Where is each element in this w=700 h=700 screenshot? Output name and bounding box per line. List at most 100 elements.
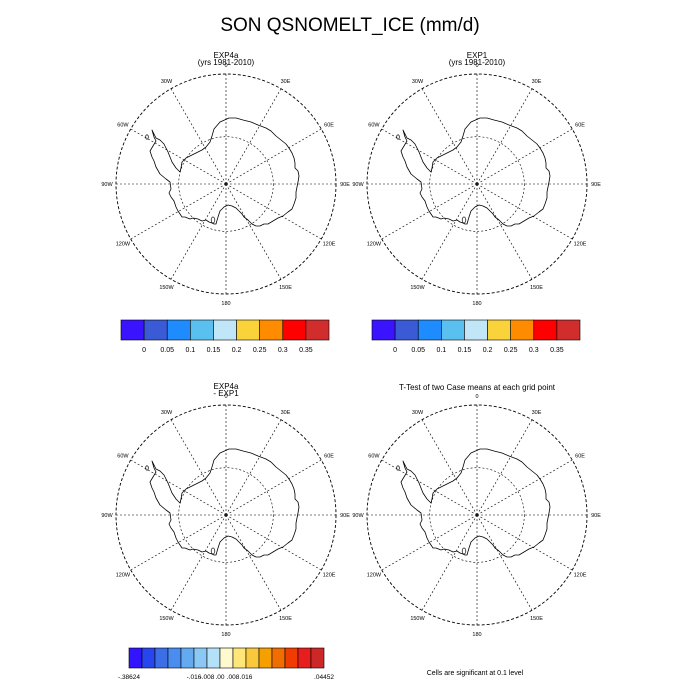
longitude-label: 30W	[412, 410, 424, 416]
colorbar-swatch	[219, 647, 234, 669]
longitude-label: 180	[472, 632, 481, 638]
colorbar-tick-label: 0.15	[458, 347, 472, 354]
longitude-label: 180	[221, 301, 230, 307]
colorbar-swatch	[259, 319, 284, 341]
meridian-line	[225, 88, 282, 185]
colorbar-swatch	[190, 319, 214, 341]
longitude-label: 60E	[324, 454, 334, 460]
colorbar-swatch	[143, 319, 168, 341]
longitude-label: 30E	[532, 79, 542, 85]
island-outline	[461, 216, 467, 224]
colorbar-tick-label: -.008	[200, 674, 215, 681]
longitude-label: 150W	[410, 285, 425, 291]
meridian-line	[421, 88, 478, 185]
island-outline	[145, 134, 149, 140]
longitude-label: 120E	[574, 242, 587, 248]
longitude-label: 120W	[367, 573, 382, 579]
island-outline	[145, 465, 149, 471]
longitude-label: 150W	[410, 616, 425, 622]
meridian-line	[476, 88, 533, 185]
colorbar-swatch	[394, 319, 419, 341]
longitude-label: 120W	[116, 242, 131, 248]
longitude-label: 180	[221, 632, 230, 638]
longitude-label: 150W	[159, 285, 174, 291]
colorbar-swatch	[297, 647, 312, 669]
meridian-line	[421, 419, 478, 516]
longitude-label: 60E	[575, 123, 585, 129]
meridian-line	[476, 514, 573, 571]
colorbar-swatch	[284, 647, 299, 669]
colorbar-tick-label: .016	[240, 674, 253, 681]
colorbar-swatch	[193, 647, 208, 669]
colorbar-panel-2: 0 0.05 0.1 0.15 0.2 0.25 0.3 0.35	[371, 319, 581, 354]
longitude-label: 90E	[591, 513, 601, 519]
panel-title-line: T-Test of two Case means at each grid po…	[399, 383, 556, 392]
latitude-circle	[429, 467, 525, 563]
colorbar-panel-1: 0 0.05 0.1 0.15 0.2 0.25 0.3 0.35	[120, 319, 330, 354]
longitude-label: 120W	[367, 242, 382, 248]
colorbar-tick-label: -.38624	[118, 674, 140, 681]
colorbar-tick-label: .008	[227, 674, 240, 681]
colorbar-tick-label: 0.3	[529, 347, 539, 354]
colorbar-swatch	[271, 647, 286, 669]
colorbar-swatch	[305, 319, 330, 341]
island-outline	[396, 134, 400, 140]
longitude-label: 60E	[575, 454, 585, 460]
colorbar-swatch	[128, 647, 143, 669]
meridian-line	[170, 183, 227, 280]
map-panel-2: 0 30E 60E 90E 120E 150E 180 150W 120W 90W 60W 30W EX…	[352, 51, 601, 307]
latitude-circle	[178, 136, 274, 232]
longitude-label: 90W	[352, 513, 364, 519]
longitude-label: 60W	[368, 123, 380, 129]
map-panel-3: 0 30E 60E 90E 120E 150E 180 150W 120W 90W 60W 30W EX…	[101, 382, 350, 638]
longitude-label: 60W	[117, 123, 129, 129]
longitude-label: 0	[224, 63, 227, 69]
meridian-line	[225, 514, 282, 611]
longitude-label: 30W	[161, 410, 173, 416]
meridian-line	[476, 419, 533, 516]
longitude-label: 90W	[101, 182, 113, 188]
colorbar-tick-label: .00	[215, 674, 224, 681]
colorbar-tick-label: 0.35	[299, 347, 313, 354]
colorbar-tick-label: 0.05	[160, 347, 174, 354]
colorbar-swatch	[167, 647, 182, 669]
map-panel-4: 0 30E 60E 90E 120E 150E 180 150W 120W 90W 60W 30W T-…	[352, 383, 601, 638]
colorbar-tick-label: .04452	[314, 674, 334, 681]
antarctica-coastline	[400, 448, 551, 558]
map-panels: 0 30E 60E 90E 120E 150E 180 150W 120W 90W 60W 30W EX…	[101, 51, 601, 638]
longitude-label: 150E	[279, 285, 292, 291]
colorbar-tick-label: 0.2	[483, 347, 493, 354]
longitude-label: 150E	[279, 616, 292, 622]
longitude-label: 30E	[281, 410, 291, 416]
panel-title-line: - EXP1	[213, 389, 239, 398]
colorbar-swatch	[258, 647, 273, 669]
longitude-label: 30E	[281, 79, 291, 85]
panel-title-line: EXP4a	[214, 51, 239, 60]
longitude-label: 60W	[368, 454, 380, 460]
longitude-label: 90W	[352, 182, 364, 188]
longitude-label: 30W	[161, 79, 173, 85]
antarctica-coastline	[149, 117, 300, 227]
longitude-label: 120E	[323, 242, 336, 248]
longitude-label: 0	[475, 394, 478, 400]
colorbars: 0 0.05 0.1 0.15 0.2 0.25 0.3 0.35 0 0.05 0.1 0.15 0.…	[118, 319, 581, 681]
meridian-line	[225, 459, 322, 516]
colorbar-swatch	[232, 647, 247, 669]
colorbar-swatch	[556, 319, 581, 341]
colorbar-tick-label: 0.25	[253, 347, 267, 354]
colorbar-tick-label: 0.2	[232, 347, 242, 354]
longitude-label: 150W	[159, 616, 174, 622]
island-outline	[210, 547, 216, 555]
colorbar-swatch	[417, 319, 442, 341]
longitude-label: 60W	[117, 454, 129, 460]
colorbar-swatch	[206, 647, 221, 669]
longitude-label: 60E	[324, 123, 334, 129]
figure-title: SON QSNOMELT_ICE (mm/d)	[220, 15, 479, 36]
panel-title-line: EXP4a	[214, 382, 239, 391]
longitude-label: 90E	[340, 182, 350, 188]
meridian-line	[225, 183, 282, 280]
colorbar-swatch	[236, 319, 260, 341]
colorbar-swatch	[371, 319, 396, 341]
meridian-line	[476, 183, 533, 280]
